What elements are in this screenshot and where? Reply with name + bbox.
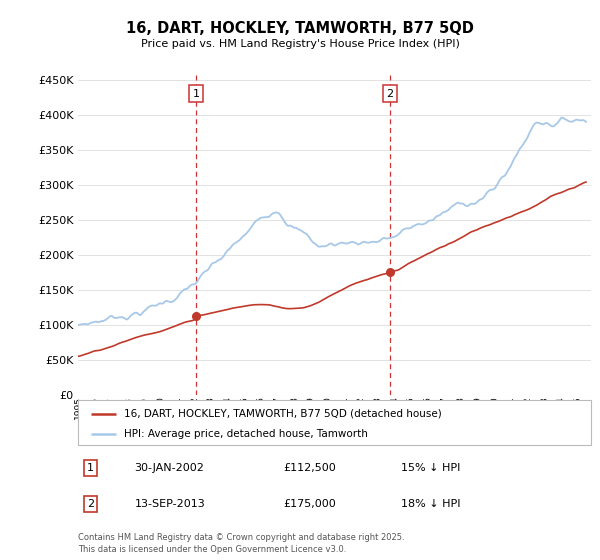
Text: 1: 1 [193,88,199,99]
Text: 2: 2 [87,499,94,509]
Text: HPI: Average price, detached house, Tamworth: HPI: Average price, detached house, Tamw… [124,429,368,439]
Text: Price paid vs. HM Land Registry's House Price Index (HPI): Price paid vs. HM Land Registry's House … [140,39,460,49]
Text: Contains HM Land Registry data © Crown copyright and database right 2025.
This d: Contains HM Land Registry data © Crown c… [78,533,404,554]
Text: 2: 2 [386,88,393,99]
Text: £112,500: £112,500 [283,463,336,473]
Text: 16, DART, HOCKLEY, TAMWORTH, B77 5QD: 16, DART, HOCKLEY, TAMWORTH, B77 5QD [126,21,474,36]
FancyBboxPatch shape [78,400,591,445]
Text: 18% ↓ HPI: 18% ↓ HPI [401,499,461,509]
Text: £175,000: £175,000 [283,499,336,509]
Text: 16, DART, HOCKLEY, TAMWORTH, B77 5QD (detached house): 16, DART, HOCKLEY, TAMWORTH, B77 5QD (de… [124,409,442,419]
Text: 30-JAN-2002: 30-JAN-2002 [134,463,205,473]
Text: 15% ↓ HPI: 15% ↓ HPI [401,463,461,473]
Text: 1: 1 [88,463,94,473]
Text: 13-SEP-2013: 13-SEP-2013 [134,499,205,509]
